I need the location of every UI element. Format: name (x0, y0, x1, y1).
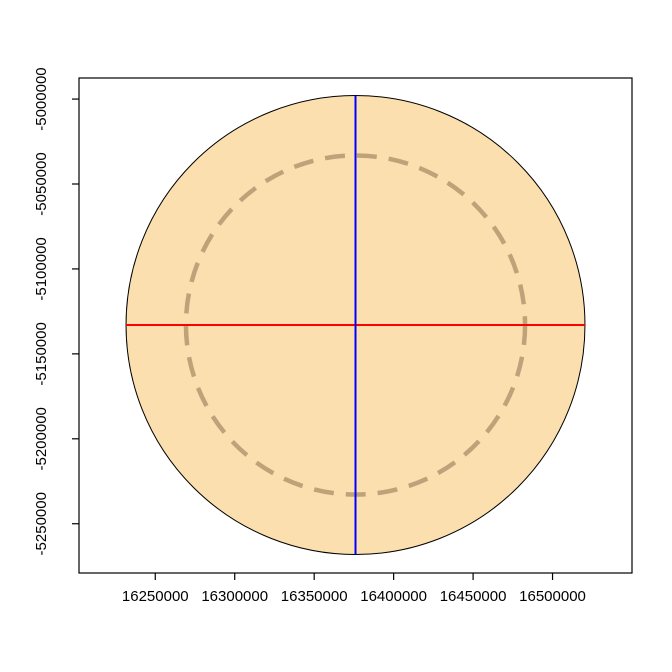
y-axis-tick-label: -5000000 (33, 67, 50, 130)
plot-box (78, 77, 633, 574)
x-axis-tick-label: 16300000 (201, 588, 268, 605)
y-axis-tick-label: -5250000 (33, 492, 50, 555)
x-axis-tick-label: 16400000 (360, 588, 427, 605)
x-axis-tick-label: 16500000 (519, 588, 586, 605)
x-axis-tick-label: 16250000 (122, 588, 189, 605)
y-axis-tick-label: -5100000 (33, 237, 50, 300)
y-axis-tick-label: -5050000 (33, 152, 50, 215)
x-axis-tick-label: 16450000 (440, 588, 507, 605)
y-axis-tick-label: -5200000 (33, 407, 50, 470)
x-axis-tick-label: 16350000 (281, 588, 348, 605)
y-axis-tick-label: -5150000 (33, 322, 50, 385)
